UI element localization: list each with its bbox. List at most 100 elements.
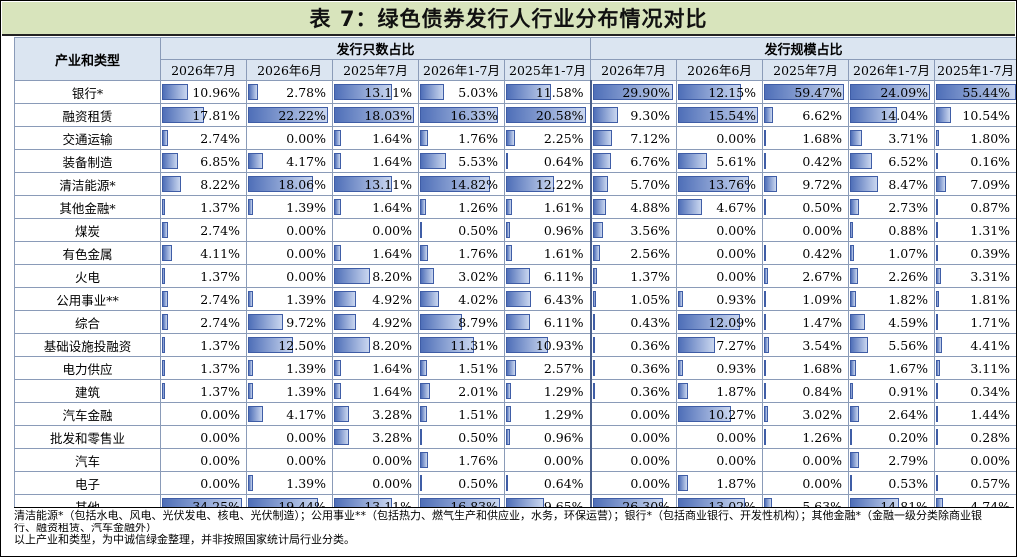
cell-value: 0.88%	[888, 222, 929, 238]
cell-value: 0.00%	[286, 245, 326, 261]
table-title: 表 7：绿色债券发行人行业分布情况对比	[2, 2, 1015, 36]
scale-share-cell: 13.02%	[676, 494, 764, 507]
cell-value: 3.11%	[970, 360, 1011, 376]
cell-value: 0.00%	[802, 475, 843, 491]
scale-share-cell: 1.47%	[762, 310, 850, 334]
cell-value: 1.64%	[372, 360, 412, 376]
footnote-line: 行、融资租赁、汽车金融外）	[14, 523, 157, 532]
count-share-cell: 5.03%	[418, 80, 505, 104]
industry-name: 综合	[14, 310, 161, 334]
table-row: 银行* 10.96% 2.78% 13.11% 5.03% 11.58% 29.90% 12.…	[14, 80, 1016, 104]
scale-share-cell: 0.00%	[762, 448, 850, 472]
cell-value: 1.64%	[372, 383, 412, 399]
data-bar	[850, 291, 857, 307]
scale-share-cell: 0.00%	[676, 264, 764, 288]
data-bar	[678, 475, 689, 491]
count-share-cell: 0.00%	[332, 471, 419, 495]
count-share-cell: 10.96%	[160, 80, 247, 104]
data-bar	[936, 475, 939, 491]
scale-share-cell: 26.30%	[589, 494, 678, 507]
data-bar	[936, 383, 939, 399]
cell-value: 17.81%	[192, 107, 240, 123]
cell-value: 0.34%	[970, 383, 1011, 399]
scale-share-cell: 0.57%	[934, 471, 1016, 495]
count-share-cell: 1.39%	[246, 287, 333, 311]
data-bar	[850, 383, 854, 399]
data-bar	[936, 199, 939, 215]
cell-value: 6.52%	[888, 153, 929, 169]
period-header: 2025年1-7月	[503, 58, 592, 81]
scale-share-cell: 7.12%	[589, 126, 678, 150]
cell-value: 0.96%	[543, 429, 584, 445]
data-bar	[850, 452, 860, 468]
cell-value: 2.57%	[543, 360, 584, 376]
cell-value: 1.44%	[970, 406, 1011, 422]
count-share-cell: 0.00%	[160, 425, 247, 449]
count-share-cell: 11.58%	[503, 80, 592, 104]
data-bar	[506, 475, 508, 491]
data-bar	[162, 498, 242, 507]
cell-value: 0.36%	[630, 383, 671, 399]
scale-share-cell: 6.76%	[589, 149, 678, 173]
data-bar	[592, 314, 595, 330]
data-bar	[592, 107, 618, 123]
industry-name: 电力供应	[14, 356, 161, 380]
cell-value: 0.36%	[630, 360, 671, 376]
cell-value: 1.39%	[286, 199, 326, 215]
cell-value: 0.00%	[716, 268, 757, 284]
data-bar	[850, 429, 853, 445]
data-bar	[764, 245, 767, 261]
scale-share-cell: 1.37%	[589, 264, 678, 288]
count-share-cell: 2.74%	[160, 218, 247, 242]
cell-value: 2.79%	[888, 452, 929, 468]
scale-share-cell: 29.90%	[589, 80, 678, 104]
cell-value: 14.81%	[880, 498, 929, 508]
cell-value: 0.00%	[286, 268, 326, 284]
data-bar	[936, 406, 939, 422]
cell-value: 4.92%	[372, 314, 412, 330]
count-share-cell: 1.37%	[160, 195, 247, 219]
industry-name: 装备制造	[14, 149, 161, 173]
scale-share-cell: 9.72%	[762, 172, 850, 196]
industry-name: 清洁能源*	[14, 172, 161, 196]
count-share-cell: 1.64%	[332, 149, 419, 173]
cell-value: 1.76%	[458, 130, 498, 146]
cell-value: 8.20%	[372, 337, 412, 353]
scale-share-cell: 0.00%	[589, 425, 678, 449]
data-bar	[592, 360, 595, 376]
table-row: 其他 34.25% 19.44% 13.11% 16.83% 9.65% 26.30% 13.…	[14, 494, 1016, 508]
industry-name: 火电	[14, 264, 161, 288]
count-share-cell: 12.50%	[246, 333, 333, 357]
industry-name: 公用事业**	[14, 287, 161, 311]
cell-value: 3.71%	[888, 130, 929, 146]
data-bar	[334, 429, 349, 445]
data-bar	[764, 383, 767, 399]
scale-share-cell: 55.44%	[934, 80, 1016, 104]
scale-share-cell: 0.00%	[762, 471, 850, 495]
data-bar	[420, 337, 474, 353]
cell-value: 2.67%	[802, 268, 843, 284]
cell-value: 0.93%	[716, 291, 757, 307]
count-share-cell: 2.74%	[160, 287, 247, 311]
count-share-cell: 4.92%	[332, 287, 419, 311]
data-bar	[764, 153, 767, 169]
industry-name: 汽车金融	[14, 402, 161, 426]
data-bar	[506, 429, 510, 445]
cell-value: 0.00%	[286, 429, 326, 445]
data-bar	[420, 130, 428, 146]
data-bar	[420, 245, 428, 261]
count-share-cell: 18.03%	[332, 103, 419, 127]
cell-value: 19.44%	[278, 498, 326, 508]
data-bar	[850, 84, 931, 100]
cell-value: 8.20%	[372, 268, 412, 284]
cell-value: 12.09%	[708, 314, 757, 330]
count-share-cell: 0.50%	[418, 425, 505, 449]
data-bar	[506, 199, 512, 215]
cell-value: 0.00%	[716, 452, 757, 468]
count-share-cell: 1.64%	[332, 379, 419, 403]
cell-value: 1.29%	[543, 383, 584, 399]
data-bar	[678, 107, 759, 123]
cell-value: 4.17%	[286, 406, 326, 422]
count-share-cell: 10.93%	[503, 333, 592, 357]
